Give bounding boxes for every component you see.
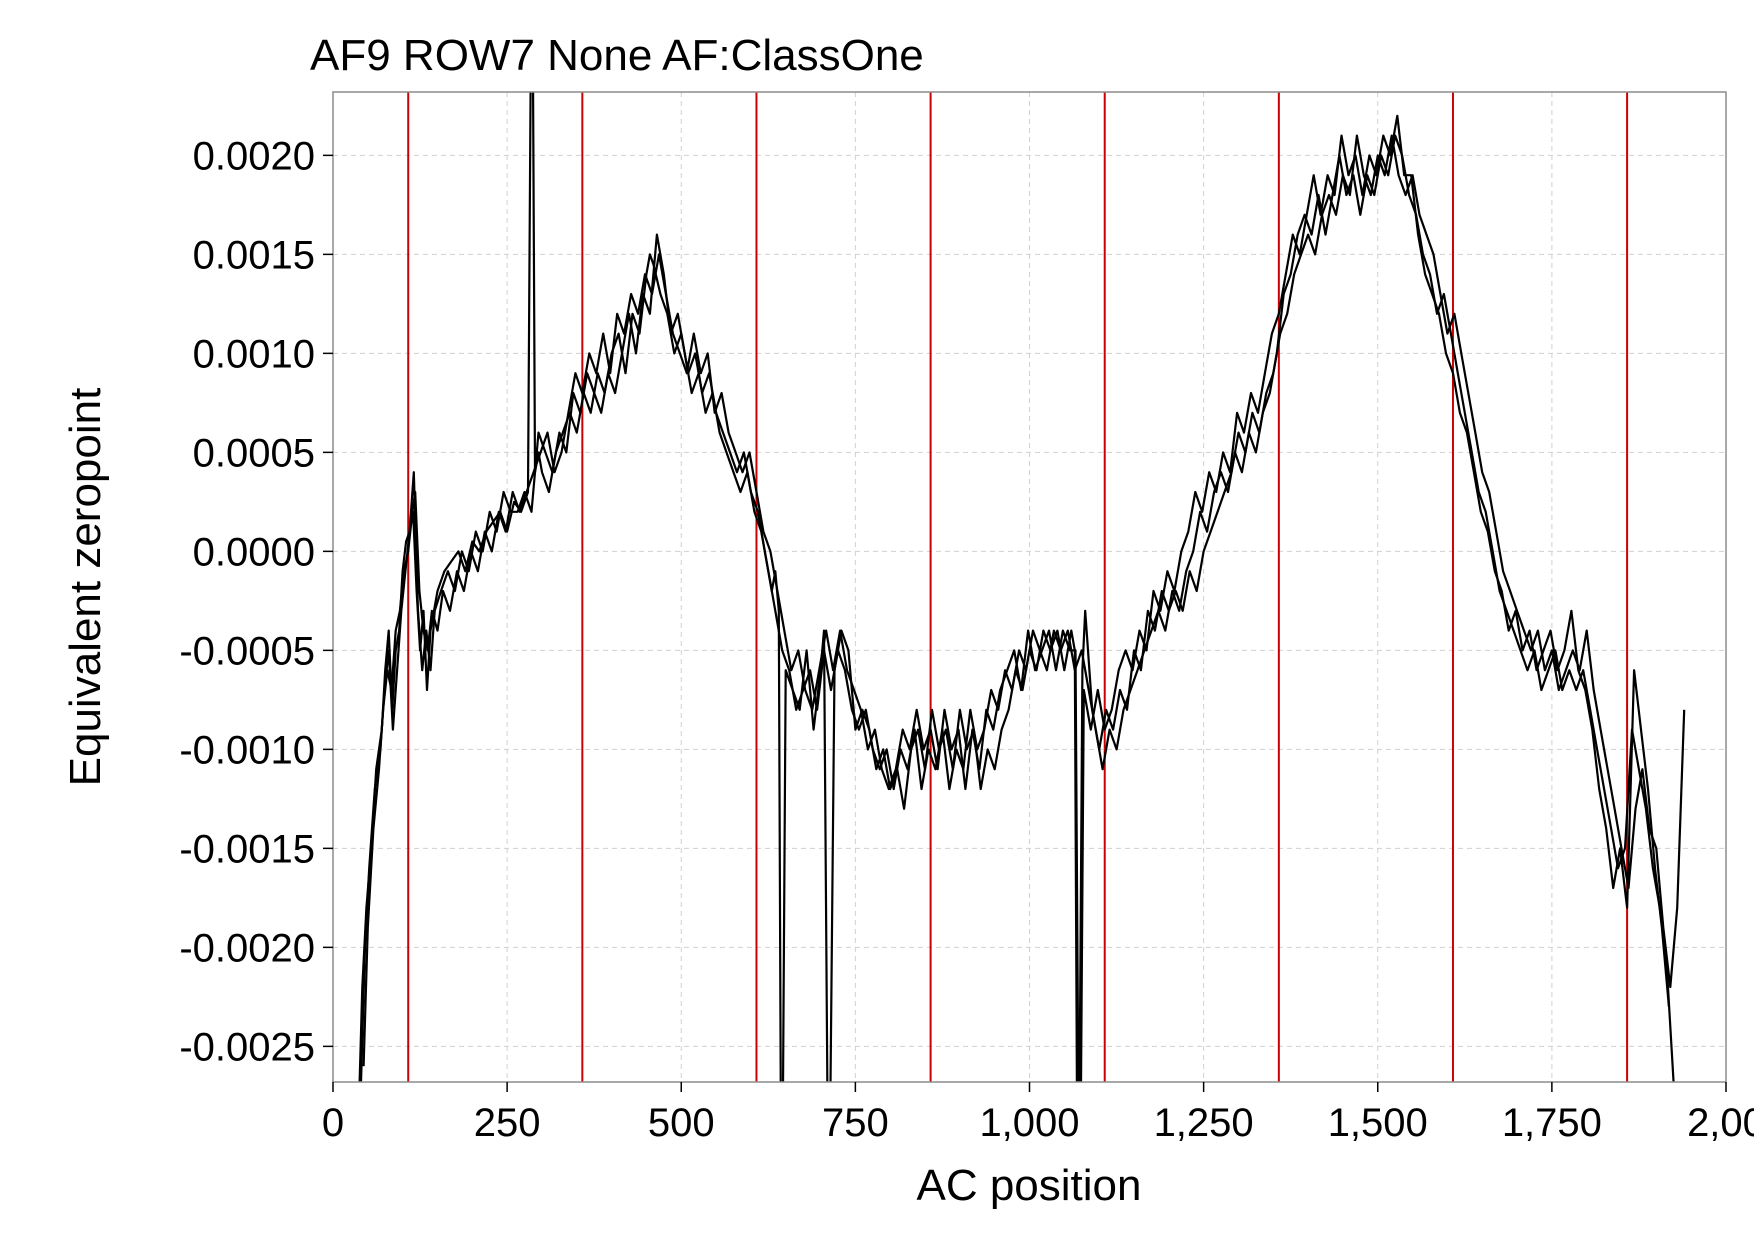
series-group (358, 92, 1686, 1082)
y-tick-label: -0.0020 (179, 926, 315, 970)
y-tick-label: 0.0005 (193, 431, 315, 475)
chart-title: AF9 ROW7 None AF:ClassOne (310, 31, 924, 80)
series-line-1 (358, 92, 1686, 1082)
y-tick-label: 0.0015 (193, 233, 315, 277)
x-tick-label: 0 (322, 1101, 344, 1145)
y-tick-label: -0.0005 (179, 629, 315, 673)
y-tick-label: 0.0000 (193, 530, 315, 574)
y-tick-label: -0.0010 (179, 728, 315, 772)
y-axis-label: Equivalent zeropoint (61, 388, 110, 787)
x-tick-label: 1,500 (1328, 1101, 1428, 1145)
y-tick-label: -0.0015 (179, 827, 315, 871)
x-tick-label: 1,250 (1154, 1101, 1254, 1145)
x-tick-label: 2,00 (1687, 1101, 1754, 1145)
x-axis: 0 250 500 750 1,000 1,250 1,500 1,750 2,00 (322, 1082, 1754, 1145)
series-line-3 (362, 114, 1670, 1082)
vertical-markers (407, 92, 1629, 1082)
x-tick-label: 1,750 (1502, 1101, 1602, 1145)
x-tick-label: 1,000 (979, 1101, 1079, 1145)
x-tick-label: 250 (474, 1101, 541, 1145)
y-axis: 0.0020 0.0015 0.0010 0.0005 0.0000 -0.0005 -0.… (179, 134, 333, 1069)
y-tick-label: 0.0010 (193, 332, 315, 376)
y-tick-label: -0.0025 (179, 1025, 315, 1069)
x-tick-label: 750 (822, 1101, 889, 1145)
x-axis-label: AC position (916, 1161, 1141, 1210)
series-line-2 (359, 134, 1675, 1082)
y-tick-label: 0.0020 (193, 134, 315, 178)
x-tick-label: 500 (648, 1101, 715, 1145)
grid (333, 92, 1726, 1082)
